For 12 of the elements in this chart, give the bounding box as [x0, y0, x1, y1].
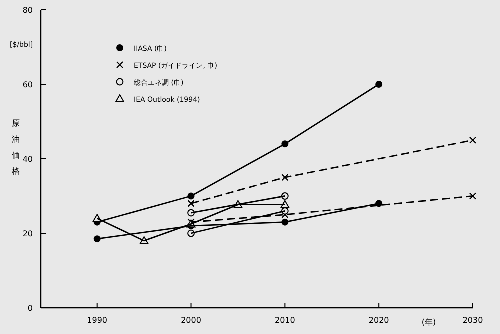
y-tick-label: 20 [22, 230, 33, 238]
y-tick-label: 40 [22, 155, 33, 164]
x-tick-label: 2000 [181, 316, 202, 325]
x-axis-title: (年) [422, 318, 436, 327]
y-axis-title: 原油価格 [11, 119, 20, 176]
y-tick-label: 60 [22, 80, 33, 90]
y-tick-label: 80 [22, 6, 33, 15]
x-tick-label: 1990 [87, 316, 108, 325]
x-tick-label: 2020 [368, 316, 390, 325]
y-tick-label: 0 [28, 304, 33, 313]
x-tick-label: 2030 [462, 316, 484, 325]
x-tick-label: 2010 [274, 316, 296, 325]
